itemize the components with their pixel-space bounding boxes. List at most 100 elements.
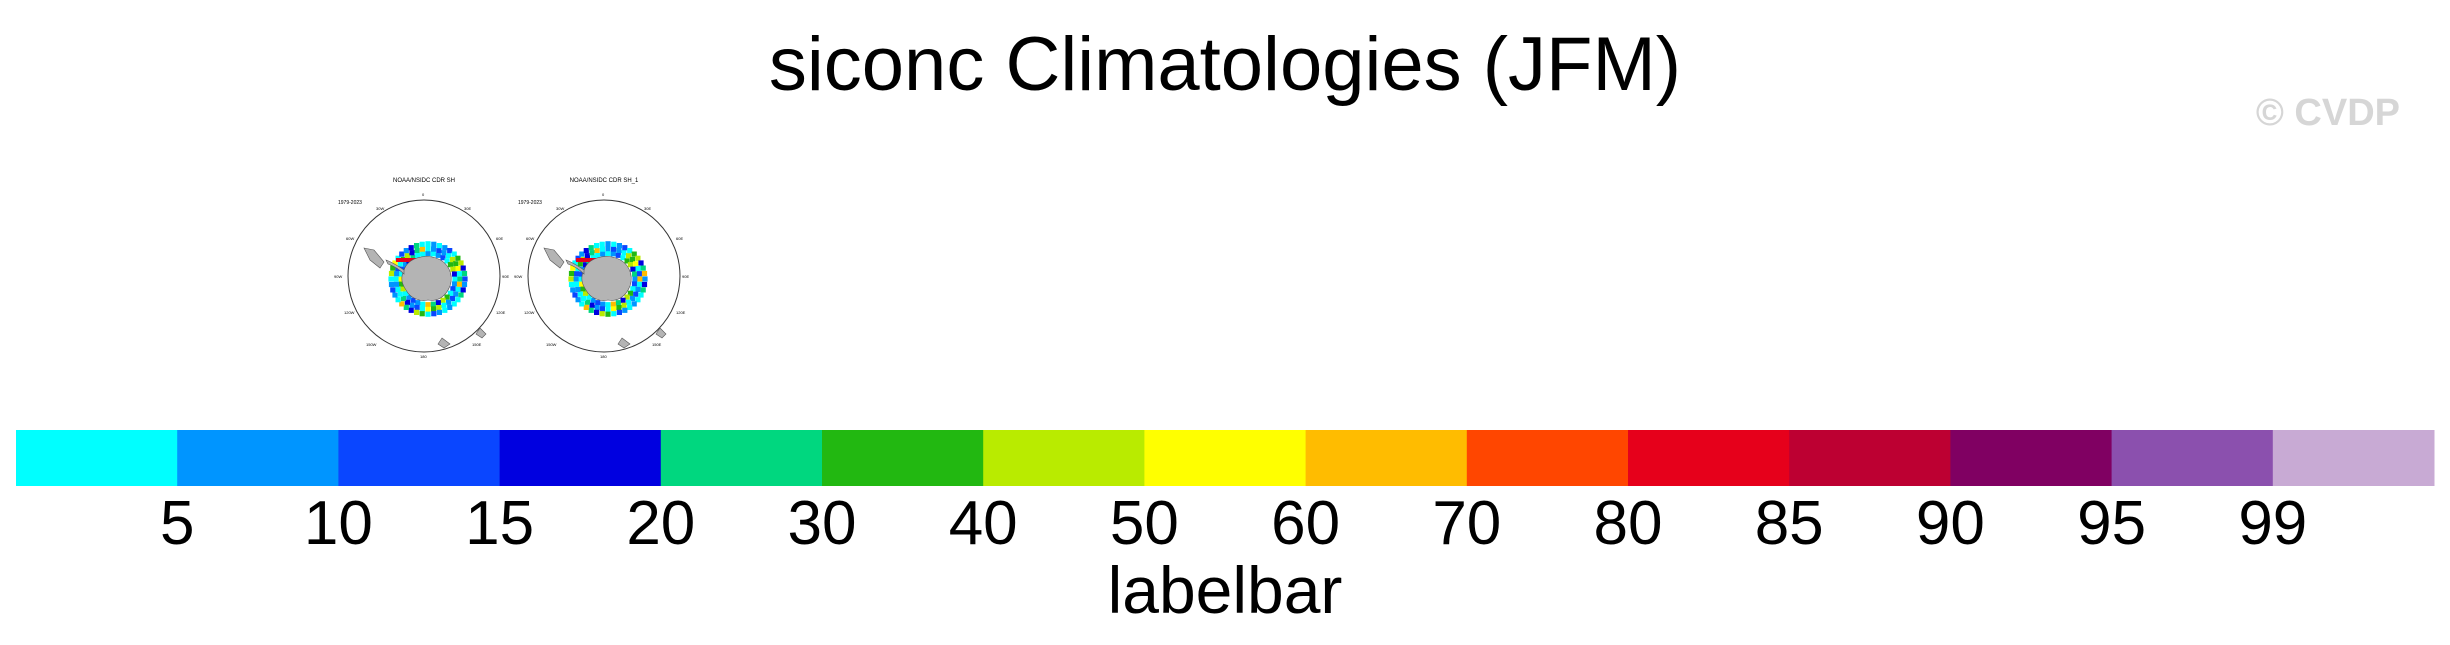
ice-cell	[398, 281, 405, 287]
labelbar-box-9	[1305, 430, 1468, 486]
ice-cell	[635, 266, 641, 272]
ice-cell	[453, 261, 459, 267]
labelbar-tick-99: 99	[2238, 489, 2307, 550]
ice-cell	[615, 252, 621, 258]
ice-cell	[447, 248, 453, 254]
lon-label-90w-2: 90W	[514, 274, 523, 279]
ice-cell	[440, 297, 446, 303]
ice-cell	[640, 287, 646, 293]
ice-cell	[622, 307, 628, 313]
ice-cell	[396, 258, 401, 262]
labelbar-tick-40: 40	[949, 489, 1018, 550]
ice-cell	[629, 295, 636, 302]
labelbar-tick-90: 90	[1916, 489, 1985, 550]
ice-cell	[450, 286, 456, 292]
ice-cell	[441, 302, 447, 308]
ice-cell	[611, 246, 617, 252]
ice-cell	[388, 276, 394, 282]
ice-cell	[408, 307, 414, 313]
ice-cell	[441, 250, 447, 256]
ice-cell	[630, 286, 636, 292]
labelbar-tick-10: 10	[304, 489, 373, 550]
ice-cell	[594, 305, 600, 311]
ice-cell	[414, 309, 420, 315]
ice-cell	[615, 300, 621, 306]
ice-cell	[397, 291, 403, 297]
ice-cell	[393, 271, 400, 277]
ice-cell	[420, 251, 426, 257]
ice-cell	[425, 302, 431, 308]
ice-cell	[419, 306, 425, 312]
ice-cell	[635, 255, 641, 261]
ice-cell	[590, 297, 596, 303]
ice-cell	[584, 299, 590, 305]
ice-cell	[595, 300, 601, 306]
ice-cell	[636, 271, 643, 277]
lon-label-30e-1: 30E	[464, 206, 472, 211]
ice-cell	[641, 281, 648, 288]
ice-cell	[590, 255, 596, 261]
peninsula-2	[565, 259, 585, 275]
ice-cell	[453, 291, 459, 297]
ice-cell	[431, 246, 437, 252]
ice-cell	[403, 262, 409, 268]
ice-grid-1	[388, 241, 468, 317]
labelbar-tick-95: 95	[2077, 489, 2146, 550]
ice-cell	[399, 301, 405, 307]
ice-cell	[641, 270, 648, 277]
ice-cell	[455, 266, 461, 272]
ice-cell	[461, 270, 468, 277]
ice-cell	[635, 286, 641, 292]
labelbar-box-7	[983, 430, 1145, 486]
ice-cell	[627, 304, 633, 310]
ice-cell	[635, 297, 641, 303]
ice-cell	[430, 301, 436, 307]
labelbar-boxes	[16, 430, 2435, 486]
ice-cell	[616, 305, 622, 311]
ice-cell	[599, 306, 605, 312]
ice-cell	[581, 258, 586, 262]
ice-cell	[610, 301, 616, 307]
ice-cell	[390, 287, 396, 293]
lon-label-150e-1: 150E	[472, 342, 482, 347]
ice-cell	[435, 252, 441, 258]
ice-cell	[451, 301, 457, 307]
antarctica-landmass-1	[401, 256, 452, 301]
ice-cell	[457, 276, 463, 282]
ice-cell	[390, 265, 396, 271]
lon-label-120w-1: 120W	[344, 310, 355, 315]
ice-cell	[578, 281, 585, 287]
ice-cell	[605, 302, 611, 308]
ice-cell	[406, 258, 411, 262]
ice-cell	[393, 281, 400, 287]
ice-cell	[583, 290, 589, 296]
ice-cell	[403, 290, 409, 296]
labelbar-box-3	[338, 430, 501, 486]
ice-cell	[431, 311, 437, 317]
ice-cell	[633, 291, 639, 297]
ice-cell	[392, 260, 398, 266]
ice-cell	[444, 294, 450, 300]
ice-cell	[631, 251, 637, 257]
labelbar-box-15	[2272, 430, 2435, 486]
ice-cell	[579, 251, 585, 257]
lon-label-90e-2: 90E	[682, 274, 690, 279]
lon-label-90w-1: 90W	[334, 274, 343, 279]
labelbar-title: labelbar	[1107, 553, 1343, 627]
ice-cell	[588, 307, 594, 313]
ice-cell	[605, 241, 611, 247]
ice-cell	[397, 261, 403, 267]
ice-cell	[401, 258, 406, 262]
ice-cell	[638, 292, 644, 298]
ice-cell	[578, 271, 585, 277]
lon-label-30w-2: 30W	[556, 206, 565, 211]
ice-cell	[388, 281, 395, 288]
labelbar-box-6	[822, 430, 984, 486]
ice-cell	[446, 253, 452, 259]
ice-cell	[575, 297, 581, 303]
ice-cell	[425, 246, 431, 252]
ice-cell	[626, 253, 632, 259]
ice-cell	[425, 311, 431, 317]
ice-cell	[456, 271, 463, 277]
ice-cell	[442, 245, 448, 251]
